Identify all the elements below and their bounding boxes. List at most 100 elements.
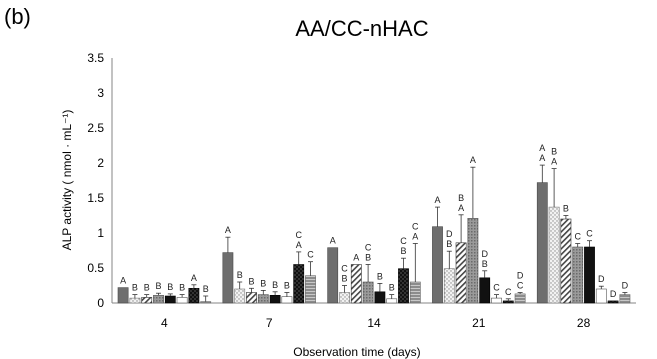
- y-tick-label: 3.5: [87, 51, 104, 65]
- y-tick-label: 3: [97, 86, 104, 100]
- bar: [129, 297, 141, 304]
- significance-letter: B: [284, 281, 290, 291]
- significance-letter: B: [203, 284, 209, 294]
- bar: [386, 298, 398, 304]
- significance-letter: A: [296, 240, 302, 250]
- significance-letter: A: [551, 157, 557, 167]
- bar: [153, 294, 164, 304]
- significance-letter: C: [517, 281, 524, 291]
- x-tick-label: 21: [472, 316, 486, 330]
- significance-letter: A: [539, 143, 545, 153]
- chart-title: AA/CC-nHAC: [295, 16, 428, 41]
- bar: [409, 281, 421, 304]
- significance-letter: B: [155, 281, 161, 291]
- significance-letter: C: [412, 222, 419, 232]
- significance-letter: A: [353, 253, 359, 263]
- significance-letter: A: [434, 195, 440, 205]
- significance-letter: D: [610, 289, 617, 299]
- significance-letter: A: [191, 273, 197, 283]
- y-tick-label: 2: [97, 156, 104, 170]
- bar: [572, 246, 584, 304]
- significance-letter: C: [341, 264, 348, 274]
- significance-letter: C: [493, 283, 500, 293]
- bar: [305, 275, 316, 304]
- significance-letter: D: [622, 281, 629, 291]
- significance-letter: D: [446, 229, 453, 239]
- significance-letter: B: [389, 283, 395, 293]
- bar-marks: [117, 182, 631, 304]
- bar: [491, 297, 502, 304]
- x-tick-label: 7: [266, 316, 273, 330]
- y-tick-label: 2.5: [87, 121, 104, 135]
- bar: [560, 218, 572, 304]
- significance-letter: A: [225, 225, 231, 235]
- bar: [584, 246, 595, 304]
- panel-label: (b): [4, 4, 31, 29]
- bar: [269, 294, 281, 304]
- x-axis-title: Observation time (days): [293, 345, 420, 359]
- significance-letter: B: [341, 274, 347, 284]
- significance-letter: C: [586, 229, 593, 239]
- significance-letter: B: [272, 280, 278, 290]
- x-axis-tick-labels: 4 7 14 21 28: [161, 316, 591, 330]
- significance-letter: D: [517, 271, 524, 281]
- bar: [398, 268, 409, 304]
- y-tick-label: 1.5: [87, 191, 104, 205]
- significance-letter: B: [400, 246, 406, 256]
- significance-letter: A: [330, 236, 336, 246]
- bar: [200, 301, 212, 304]
- significance-letter: B: [144, 283, 150, 293]
- bar: [281, 296, 293, 304]
- x-tick-label: 28: [577, 316, 591, 330]
- bar: [362, 281, 374, 304]
- x-tick-label: 14: [367, 316, 381, 330]
- significance-letter: C: [307, 250, 314, 260]
- bar: [257, 294, 269, 304]
- bar: [455, 242, 467, 304]
- bar: [502, 300, 514, 304]
- bar: [176, 297, 188, 304]
- significance-letter: D: [481, 249, 488, 259]
- bar: [234, 288, 246, 304]
- bar: [164, 295, 176, 304]
- significance-letter: B: [377, 271, 383, 281]
- significance-letter: C: [400, 236, 407, 246]
- bar: [432, 226, 443, 304]
- significance-letter: A: [458, 203, 464, 213]
- bar: [595, 288, 607, 304]
- bar: [467, 218, 479, 304]
- significance-letter: B: [563, 204, 569, 214]
- significance-letter: C: [365, 243, 372, 253]
- significance-letter: C: [295, 230, 302, 240]
- bar: [479, 277, 491, 304]
- bar: [548, 206, 560, 304]
- y-axis-tick-labels: 0 0.5 1 1.5 2 2.5 3 3.5: [87, 51, 104, 310]
- error-bars: [132, 164, 628, 302]
- significance-letter: B: [458, 193, 464, 203]
- significance-letter: B: [248, 276, 254, 286]
- bar: [117, 287, 129, 304]
- bar: [619, 294, 631, 304]
- y-axis-title: ALP activity ( nmol · mL⁻¹): [60, 110, 74, 251]
- significance-letter: B: [179, 283, 185, 293]
- bar: [188, 287, 200, 304]
- significance-letter: B: [132, 283, 138, 293]
- bar: [293, 264, 305, 304]
- bar: [327, 247, 339, 304]
- significance-letter: B: [482, 259, 488, 269]
- significance-letter: B: [365, 253, 371, 263]
- bar: [536, 182, 548, 304]
- bar: [443, 268, 455, 304]
- bar: [374, 291, 386, 304]
- significance-letter: B: [446, 239, 452, 249]
- bar: [339, 292, 350, 304]
- bar: [350, 264, 362, 304]
- significance-letter: A: [120, 276, 126, 286]
- significance-letter: A: [470, 155, 476, 165]
- significance-letter: C: [574, 232, 581, 242]
- bar: [222, 252, 234, 304]
- significance-letter: A: [539, 153, 545, 163]
- significance-letter: B: [551, 147, 557, 157]
